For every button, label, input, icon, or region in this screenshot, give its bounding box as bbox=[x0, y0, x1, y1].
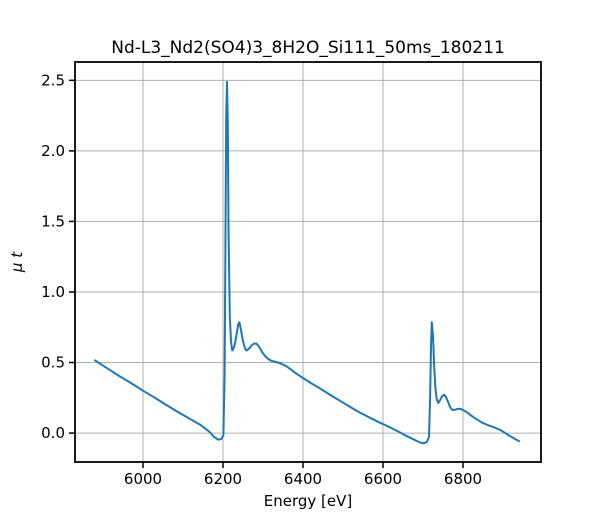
x-tick-label: 6600 bbox=[364, 470, 402, 488]
y-tick-label: 0.0 bbox=[41, 424, 65, 442]
y-tick-labels: 0.0 0.5 1.0 1.5 2.0 2.5 bbox=[41, 71, 65, 442]
y-axis-label: μ t bbox=[8, 251, 26, 273]
grid-lines bbox=[75, 62, 541, 462]
y-tick-label: 0.5 bbox=[41, 354, 65, 372]
x-axis-label: Energy [eV] bbox=[264, 492, 352, 510]
y-tick-label: 2.5 bbox=[41, 71, 65, 89]
y-tick-label: 1.5 bbox=[41, 212, 65, 230]
y-tick-label: 1.0 bbox=[41, 283, 65, 301]
chart-title: Nd-L3_Nd2(SO4)3_8H2O_Si111_50ms_180211 bbox=[111, 38, 505, 58]
plot-border bbox=[74, 61, 542, 463]
x-tick-label: 6200 bbox=[204, 470, 242, 488]
x-tick-label: 6000 bbox=[124, 470, 162, 488]
spectrum-line bbox=[94, 80, 520, 445]
axis-tickmarks bbox=[69, 79, 464, 468]
x-tick-labels: 6000 6200 6400 6600 6800 bbox=[124, 470, 482, 488]
x-tick-label: 6400 bbox=[284, 470, 322, 488]
x-tick-label: 6800 bbox=[444, 470, 482, 488]
y-tick-label: 2.0 bbox=[41, 142, 65, 160]
